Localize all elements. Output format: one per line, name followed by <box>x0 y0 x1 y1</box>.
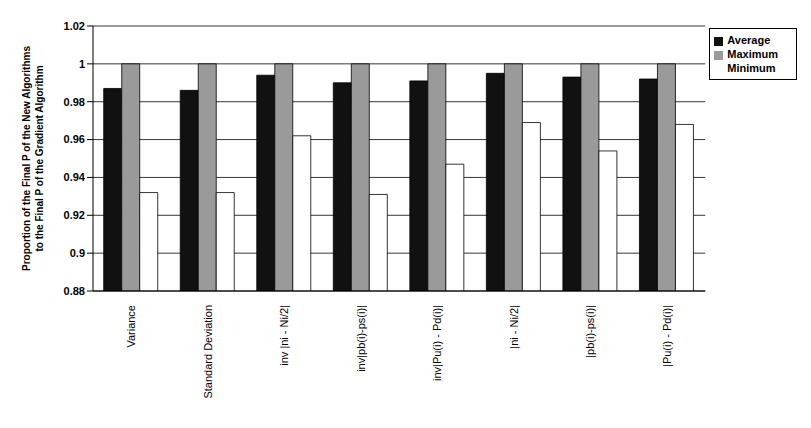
html-text:Maximum: Maximum <box>727 48 778 60</box>
svg-text:|ni - Ni/2|: |ni - Ni/2| <box>508 305 520 349</box>
svg-text:1: 1 <box>79 58 85 70</box>
svg-text:Variance: Variance <box>125 305 137 348</box>
svg-text:1.02: 1.02 <box>64 20 85 32</box>
svg-text:inv|Pu(i) - Pd(i)|: inv|Pu(i) - Pd(i)| <box>431 305 443 381</box>
svg-text:|Pu(i) - Pd(i)|: |Pu(i) - Pd(i)| <box>661 305 673 367</box>
svg-text:inv |ni - Ni/2|: inv |ni - Ni/2| <box>278 305 290 366</box>
svg-text:0.88: 0.88 <box>64 285 85 297</box>
html-text:Minimum: Minimum <box>727 62 776 74</box>
svg-text:0.94: 0.94 <box>64 171 86 183</box>
svg-text:0.98: 0.98 <box>64 96 85 108</box>
svg-text:Standard Deviation: Standard Deviation <box>202 305 214 399</box>
svg-text:inv|pb(i)-ps(i)|: inv|pb(i)-ps(i)| <box>355 305 367 372</box>
svg-text:0.92: 0.92 <box>64 209 85 221</box>
svg-text:|pb(i)-ps(i)|: |pb(i)-ps(i)| <box>584 305 596 358</box>
html-text:Average: Average <box>727 34 771 46</box>
svg-text:Proportion of the Final P of t: Proportion of the Final P of the New Alg… <box>21 46 45 271</box>
svg-text:0.9: 0.9 <box>70 247 85 259</box>
svg-text:0.96: 0.96 <box>64 133 85 145</box>
